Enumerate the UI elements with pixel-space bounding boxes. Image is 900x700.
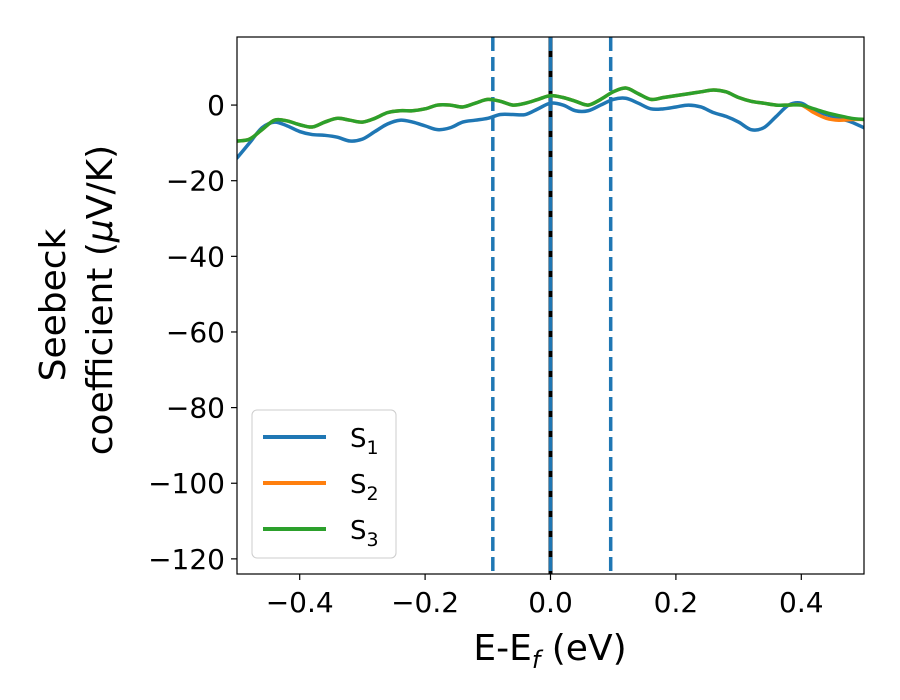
x-axis-label-unit: (eV) xyxy=(540,628,626,669)
y-tick-label: 0 xyxy=(207,89,225,122)
y-tick-label: −20 xyxy=(166,165,225,198)
x-tick-label: 0.2 xyxy=(654,586,699,619)
y-tick-label: −40 xyxy=(166,240,225,273)
series-line-s1 xyxy=(237,96,864,160)
reference-lines xyxy=(491,37,613,574)
legend: S1 S2 S3 xyxy=(251,409,397,559)
y-tick-label: −80 xyxy=(166,392,225,425)
y-tick-label: −60 xyxy=(166,316,225,349)
x-tick-label: −0.4 xyxy=(266,586,334,619)
series-line-s3 xyxy=(237,86,864,143)
legend-label-s3: S3 xyxy=(350,516,379,551)
x-axis-label: E-Ef (eV) xyxy=(473,628,626,674)
y-tick-label: −120 xyxy=(148,543,225,576)
y-axis-label-line2: coefficient (μV/K) xyxy=(80,145,121,455)
y-axis: 0 −20 −40 −60 −80 −100 −120 xyxy=(148,89,237,576)
legend-label-s2: S2 xyxy=(350,470,379,505)
x-tick-label: 0.0 xyxy=(528,586,573,619)
x-tick-label: 0.4 xyxy=(779,586,824,619)
y-axis-label-line1: Seebeck xyxy=(33,228,74,381)
y-axis-label-mu: μ xyxy=(80,219,121,243)
x-axis: −0.4 −0.2 0.0 0.2 0.4 xyxy=(266,574,824,619)
series-lines xyxy=(237,86,864,160)
x-tick-label: −0.2 xyxy=(391,586,459,619)
y-tick-label: −100 xyxy=(148,467,225,500)
legend-label-s1: S1 xyxy=(350,424,379,459)
